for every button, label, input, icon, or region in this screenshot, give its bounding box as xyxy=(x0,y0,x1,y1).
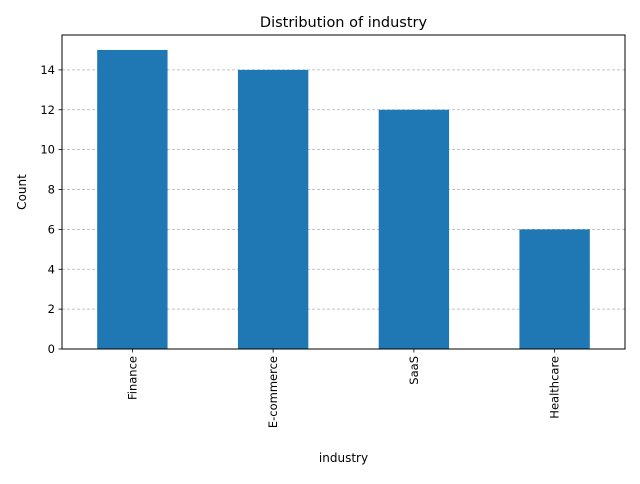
x-tick-label: SaaS xyxy=(407,356,421,385)
x-tick-label: Healthcare xyxy=(548,356,562,419)
plot-frame xyxy=(61,34,626,350)
chart-title: Distribution of industry xyxy=(260,15,428,31)
bars xyxy=(97,49,590,349)
bar-e-commerce xyxy=(237,69,309,349)
y-tick-label: 10 xyxy=(40,143,55,157)
y-tick-label: 2 xyxy=(48,302,55,316)
bar-saas xyxy=(378,109,450,349)
grid-lines xyxy=(62,69,625,310)
x-axis-ticks: Finance E-commerce SaaS Healthcare xyxy=(125,349,562,428)
y-tick-label: 6 xyxy=(48,222,55,236)
y-tick-label: 12 xyxy=(40,103,55,117)
y-tick-label: 8 xyxy=(48,183,55,197)
x-tick-label: E-commerce xyxy=(266,356,280,428)
x-tick-label: Finance xyxy=(125,356,139,400)
bar-finance xyxy=(97,49,168,349)
bar-healthcare xyxy=(519,229,590,349)
y-tick-label: 4 xyxy=(48,262,55,276)
y-tick-label: 14 xyxy=(40,63,55,77)
x-axis-label: industry xyxy=(319,451,368,465)
y-axis-label: Count xyxy=(15,174,29,210)
y-tick-label: 0 xyxy=(48,342,55,356)
y-axis-ticks: 0 2 4 6 8 10 12 14 xyxy=(40,63,62,356)
